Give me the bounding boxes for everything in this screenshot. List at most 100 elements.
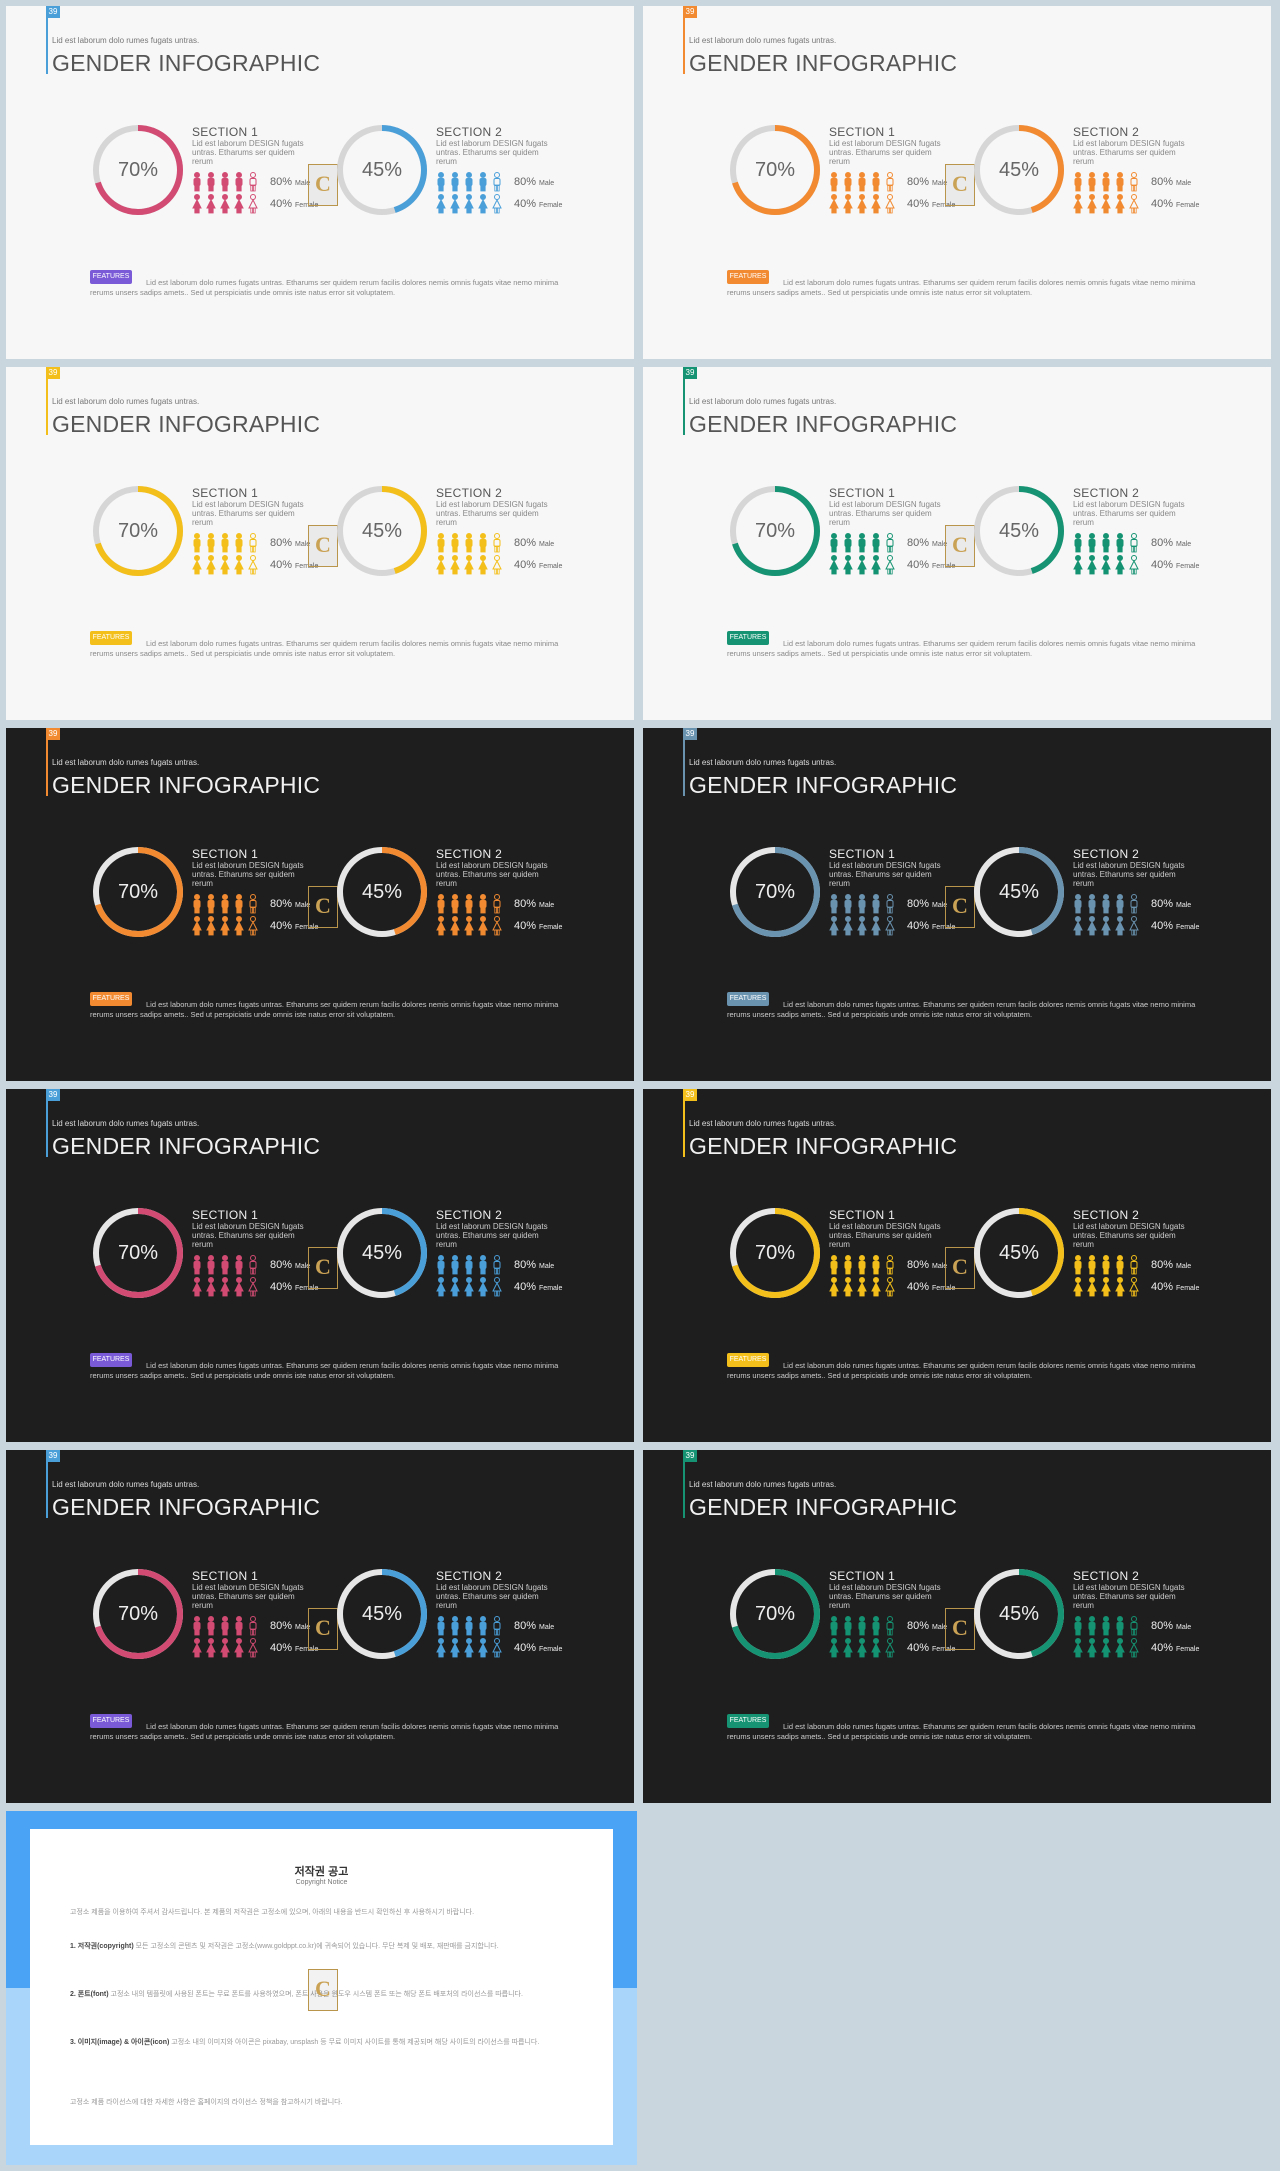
features-badge: FEATURES	[727, 1714, 769, 1728]
slide-page-number: 39	[46, 367, 60, 379]
section-2-female-stat: 40% Female	[1151, 1642, 1200, 1654]
section-1-male-stat: 80% Male	[270, 1259, 311, 1271]
section-1-female-stat: 40% Female	[270, 1642, 319, 1654]
section-2-male-stat: 80% Male	[1151, 1259, 1192, 1271]
section-1-male-stat: 80% Male	[907, 1259, 948, 1271]
section-1-female-stat: 40% Female	[907, 1281, 956, 1293]
donut-percent-label: 45%	[998, 881, 1040, 903]
donut-chart-section-1: 70%	[727, 483, 823, 579]
section-2-desc: Lid est laborum DESIGN fugats untras. Et…	[1073, 1583, 1185, 1610]
slide-9[interactable]: 39 Lid est laborum dolo rumes fugats unt…	[6, 1450, 634, 1803]
slide-subtitle: Lid est laborum dolo rumes fugats untras…	[52, 36, 200, 45]
male-figures-icon	[827, 894, 899, 914]
copyright-item-2-text: 고정소 내의 템플릿에 사용된 폰트는 무료 폰트를 사용하였으며, 폰트 사용…	[110, 1991, 523, 1998]
slide-title: GENDER INFOGRAPHIC	[689, 411, 958, 437]
female-figures-icon	[190, 194, 262, 214]
female-figures-icon	[1071, 916, 1143, 936]
slide-page-number: 39	[683, 1450, 697, 1462]
section-2-title: SECTION 2	[436, 125, 503, 139]
section-1-title: SECTION 1	[829, 486, 896, 500]
female-figures-icon	[827, 1277, 899, 1297]
slide-flag-bar	[683, 1450, 685, 1518]
male-figures-icon	[190, 1255, 262, 1275]
slide-7[interactable]: 39 Lid est laborum dolo rumes fugats unt…	[6, 1089, 634, 1442]
male-figures-icon	[1071, 1616, 1143, 1636]
section-2-desc: Lid est laborum DESIGN fugats untras. Et…	[1073, 1222, 1185, 1249]
donut-percent-label: 45%	[361, 1603, 403, 1625]
male-figures-icon	[827, 1255, 899, 1275]
copyright-item-1-heading: 1. 저작권(copyright)	[70, 1943, 134, 1950]
donut-chart-section-1: 70%	[727, 1566, 823, 1662]
watermark-logo: C	[308, 1608, 338, 1650]
slide-title: GENDER INFOGRAPHIC	[52, 1133, 321, 1159]
slide-5[interactable]: 39 Lid est laborum dolo rumes fugats unt…	[6, 728, 634, 1081]
slide-body-text: Lid est laborum dolo rumes fugats untras…	[727, 1361, 1196, 1380]
watermark-logo: C	[308, 1969, 338, 2011]
slide-2[interactable]: 39 Lid est laborum dolo rumes fugats unt…	[643, 6, 1271, 359]
watermark-logo: C	[308, 886, 338, 928]
section-2-female-stat: 40% Female	[1151, 1281, 1200, 1293]
slide-title: GENDER INFOGRAPHIC	[689, 1133, 958, 1159]
donut-chart-section-2: 45%	[334, 483, 430, 579]
female-figures-icon	[190, 555, 262, 575]
copyright-card: 저작권 공고 Copyright Notice 고정소 제품을 이용하여 주셔서…	[30, 1829, 613, 2145]
female-figures-icon	[827, 1638, 899, 1658]
slide-3[interactable]: 39 Lid est laborum dolo rumes fugats unt…	[6, 367, 634, 720]
section-1-male-stat: 80% Male	[907, 176, 948, 188]
female-figures-icon	[434, 1638, 506, 1658]
donut-chart-section-2: 45%	[334, 122, 430, 218]
slide-page-number: 39	[683, 728, 697, 740]
section-1-desc: Lid est laborum DESIGN fugats untras. Et…	[829, 139, 941, 166]
donut-percent-label: 45%	[998, 1242, 1040, 1264]
slide-title: GENDER INFOGRAPHIC	[689, 772, 958, 798]
donut-chart-section-2: 45%	[971, 122, 1067, 218]
slide-subtitle: Lid est laborum dolo rumes fugats untras…	[689, 1480, 837, 1489]
male-figures-icon	[1071, 1255, 1143, 1275]
slide-10[interactable]: 39 Lid est laborum dolo rumes fugats unt…	[643, 1450, 1271, 1803]
section-2-title: SECTION 2	[1073, 1208, 1140, 1222]
section-2-desc: Lid est laborum DESIGN fugats untras. Et…	[436, 1222, 548, 1249]
section-2-desc: Lid est laborum DESIGN fugats untras. Et…	[436, 1583, 548, 1610]
slide-body-text: Lid est laborum dolo rumes fugats untras…	[727, 1000, 1196, 1019]
section-1-female-stat: 40% Female	[907, 198, 956, 210]
slide-1[interactable]: 39 Lid est laborum dolo rumes fugats unt…	[6, 6, 634, 359]
donut-percent-label: 45%	[998, 520, 1040, 542]
female-figures-icon	[827, 555, 899, 575]
male-figures-icon	[1071, 172, 1143, 192]
section-1-female-stat: 40% Female	[907, 1642, 956, 1654]
slide-body-text: Lid est laborum dolo rumes fugats untras…	[90, 1000, 559, 1019]
donut-percent-label: 45%	[998, 159, 1040, 181]
features-badge: FEATURES	[90, 1714, 132, 1728]
section-1-title: SECTION 1	[829, 1569, 896, 1583]
copyright-item-1: 1. 저작권(copyright) 모든 고정소의 콘텐츠 및 저작권은 고정소…	[70, 1941, 575, 1952]
slide-subtitle: Lid est laborum dolo rumes fugats untras…	[52, 1119, 200, 1128]
copyright-subtitle: Copyright Notice	[295, 1879, 348, 1886]
slide-title: GENDER INFOGRAPHIC	[52, 50, 321, 76]
copyright-intro: 고정소 제품을 이용하여 주셔서 감사드립니다. 본 제품의 저작권은 고정소에…	[70, 1909, 475, 1916]
section-1-female-stat: 40% Female	[270, 559, 319, 571]
features-badge: FEATURES	[90, 631, 132, 645]
slide-6[interactable]: 39 Lid est laborum dolo rumes fugats unt…	[643, 728, 1271, 1081]
section-2-male-stat: 80% Male	[514, 537, 555, 549]
male-figures-icon	[434, 894, 506, 914]
slide-8[interactable]: 39 Lid est laborum dolo rumes fugats unt…	[643, 1089, 1271, 1442]
slide-flag-bar	[46, 367, 48, 435]
slide-page-number: 39	[46, 6, 60, 18]
section-1-title: SECTION 1	[192, 847, 259, 861]
slide-body-text: Lid est laborum dolo rumes fugats untras…	[727, 639, 1196, 658]
female-figures-icon	[827, 194, 899, 214]
slide-4[interactable]: 39 Lid est laborum dolo rumes fugats unt…	[643, 367, 1271, 720]
slide-title: GENDER INFOGRAPHIC	[52, 772, 321, 798]
features-badge: FEATURES	[727, 1353, 769, 1367]
slide-subtitle: Lid est laborum dolo rumes fugats untras…	[52, 397, 200, 406]
section-2-male-stat: 80% Male	[514, 176, 555, 188]
section-1-title: SECTION 1	[829, 1208, 896, 1222]
section-1-title: SECTION 1	[192, 125, 259, 139]
section-1-female-stat: 40% Female	[270, 1281, 319, 1293]
slide-flag-bar	[683, 367, 685, 435]
donut-percent-label: 70%	[754, 159, 796, 181]
donut-chart-section-2: 45%	[971, 483, 1067, 579]
slide-page-number: 39	[46, 1089, 60, 1101]
copyright-footer: 고정소 제품 라이선스에 대한 자세한 사항은 홈페이지의 라이선스 정책을 참…	[70, 2099, 343, 2106]
section-1-male-stat: 80% Male	[907, 537, 948, 549]
